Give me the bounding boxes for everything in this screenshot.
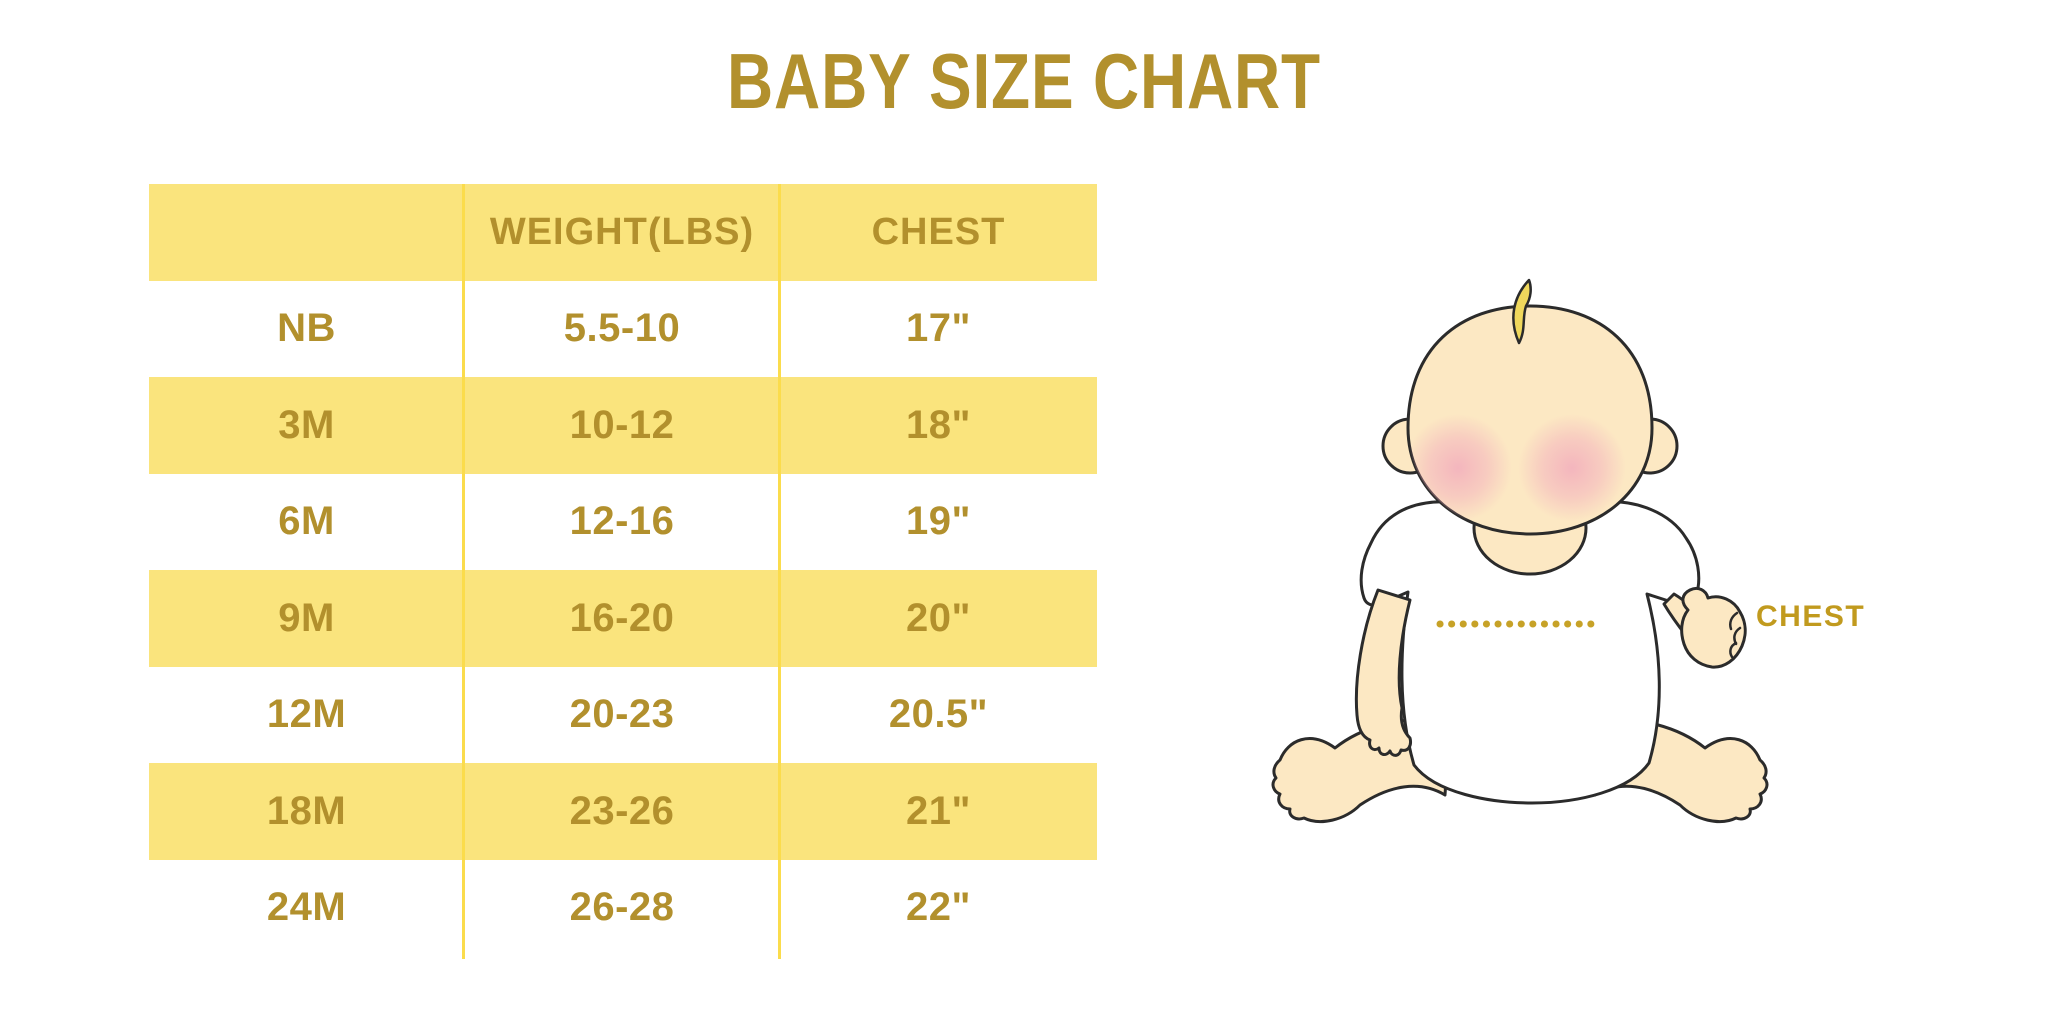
- size-cell: 12M: [149, 666, 464, 763]
- baby-left-arm: [1354, 588, 1412, 757]
- size-cell: NB: [149, 280, 464, 377]
- chest-cell: 22": [780, 859, 1097, 956]
- column-header: [149, 184, 464, 281]
- baby-right-fist: [1680, 586, 1747, 669]
- size-cell: 9M: [149, 570, 464, 667]
- chest-cell: 19": [780, 473, 1097, 570]
- baby-illustration: [1271, 278, 1769, 824]
- size-cell: 24M: [149, 859, 464, 956]
- table-column-divider: [778, 184, 781, 959]
- weight-cell: 26-28: [464, 859, 780, 956]
- baby-size-table: WEIGHT(LBS) CHEST NB 5.5-10 17" 3M 10-12 18" 6M 1…: [149, 184, 1097, 956]
- baby-hair-tuft: [1512, 278, 1532, 345]
- chest-cell: 20.5": [780, 666, 1097, 763]
- weight-cell: 16-20: [464, 570, 780, 667]
- size-cell: 3M: [149, 377, 464, 474]
- baby-fist-finger-lines: [1729, 611, 1742, 659]
- page-title: BABY SIZE CHART: [727, 37, 1321, 125]
- weight-cell: 5.5-10: [464, 280, 780, 377]
- size-cell: 18M: [149, 763, 464, 860]
- chest-cell: 17": [780, 280, 1097, 377]
- weight-cell: 23-26: [464, 763, 780, 860]
- weight-cell: 20-23: [464, 666, 780, 763]
- chest-cell: 20": [780, 570, 1097, 667]
- column-header: CHEST: [780, 184, 1097, 281]
- table-column-divider: [462, 184, 465, 959]
- column-header: WEIGHT(LBS): [464, 184, 780, 281]
- chest-label: CHEST: [1756, 600, 1866, 633]
- chest-cell: 21": [780, 763, 1097, 860]
- weight-cell: 12-16: [464, 473, 780, 570]
- size-cell: 6M: [149, 473, 464, 570]
- weight-cell: 10-12: [464, 377, 780, 474]
- chest-cell: 18": [780, 377, 1097, 474]
